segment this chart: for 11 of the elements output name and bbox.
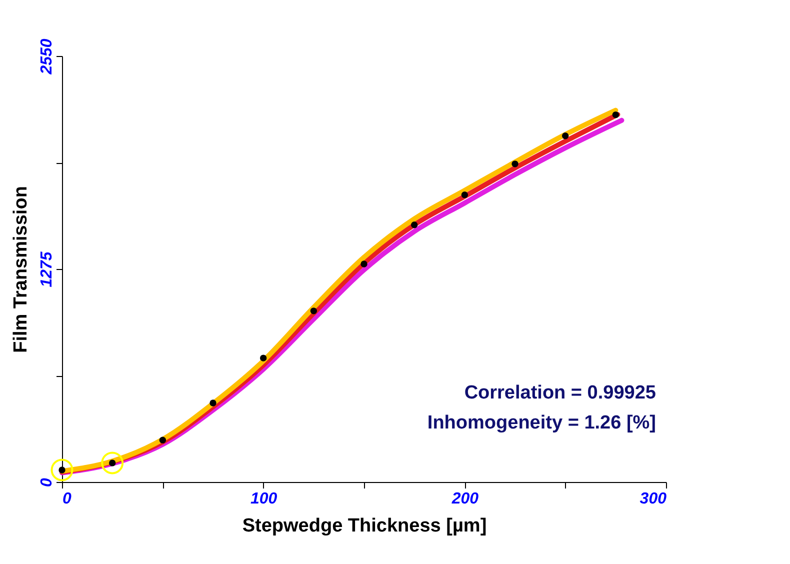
x-tick-label: 300: [640, 490, 667, 508]
y-tick-label: 2550: [38, 38, 56, 76]
x-tick-label: 0: [62, 490, 72, 508]
annotation: Inhomogeneity = 1.26 [%]: [427, 412, 656, 434]
x-tick-label: 100: [250, 490, 278, 508]
y-tick-label: 0: [38, 478, 56, 487]
x-tick-label: 200: [450, 490, 479, 508]
y-tick-label: 1275: [38, 250, 56, 288]
y-axis-title: Film Transmission: [10, 186, 32, 353]
annotation: Correlation = 0.99925: [464, 382, 656, 404]
x-axis-title: Stepwedge Thickness [µm]: [242, 516, 487, 536]
